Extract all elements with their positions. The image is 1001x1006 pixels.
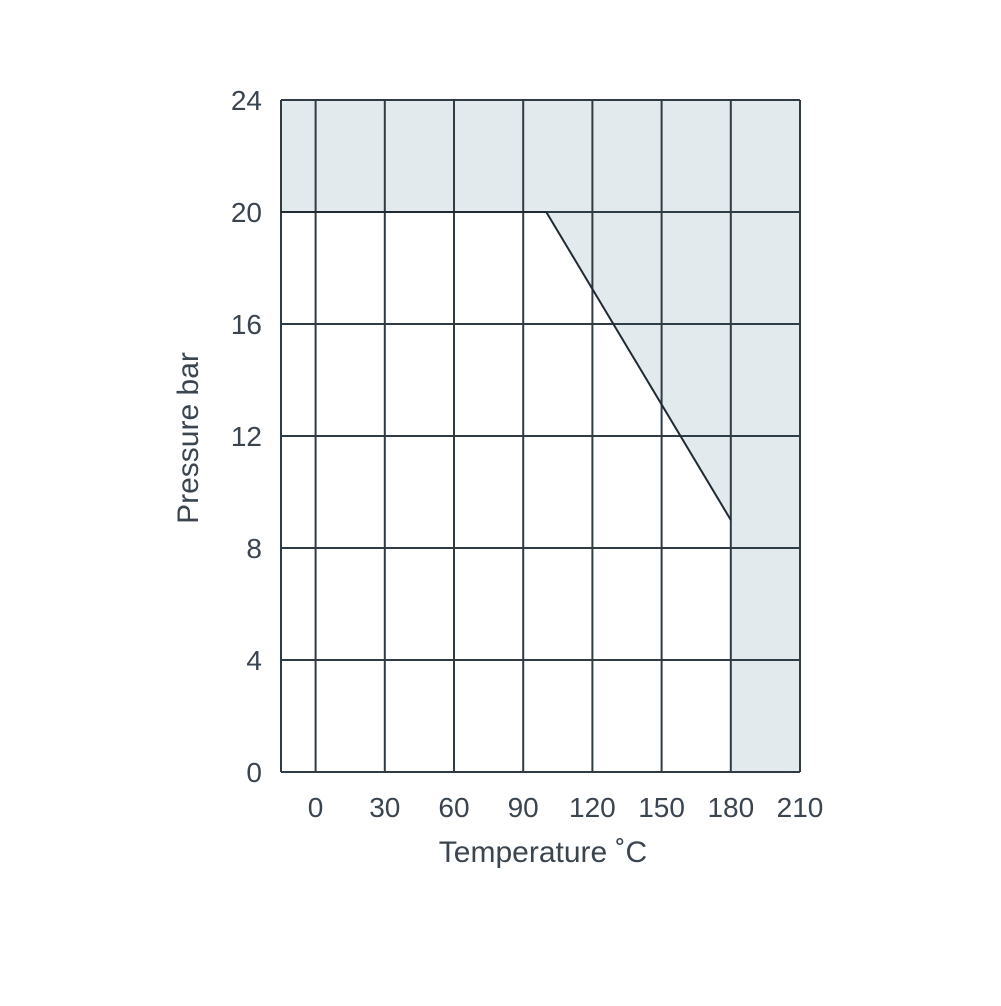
- y-tick-label: 4: [246, 645, 262, 676]
- y-tick-label: 20: [231, 197, 262, 228]
- y-tick-label: 0: [246, 757, 262, 788]
- y-tick-labels: 24 20 16 12 8 4 0: [231, 85, 262, 788]
- x-tick-label: 90: [508, 792, 539, 823]
- shaded-region: [281, 100, 800, 772]
- y-tick-label: 12: [231, 421, 262, 452]
- x-tick-label: 60: [438, 792, 469, 823]
- series-line: [281, 211, 732, 521]
- y-tick-label: 24: [231, 85, 262, 116]
- x-tick-label: 150: [638, 792, 685, 823]
- y-tick-label: 16: [231, 309, 262, 340]
- y-tick-label: 8: [246, 533, 262, 564]
- x-tick-label: 180: [707, 792, 754, 823]
- x-tick-labels: 0 30 60 90 120 150 180 210: [308, 792, 824, 823]
- x-axis-title: Temperature ˚C: [439, 836, 647, 869]
- x-tick-label: 30: [369, 792, 400, 823]
- x-tick-label: 120: [569, 792, 616, 823]
- x-tick-label: 0: [308, 792, 324, 823]
- x-tick-label: 210: [777, 792, 824, 823]
- y-axis-title: Pressure bar: [172, 352, 205, 524]
